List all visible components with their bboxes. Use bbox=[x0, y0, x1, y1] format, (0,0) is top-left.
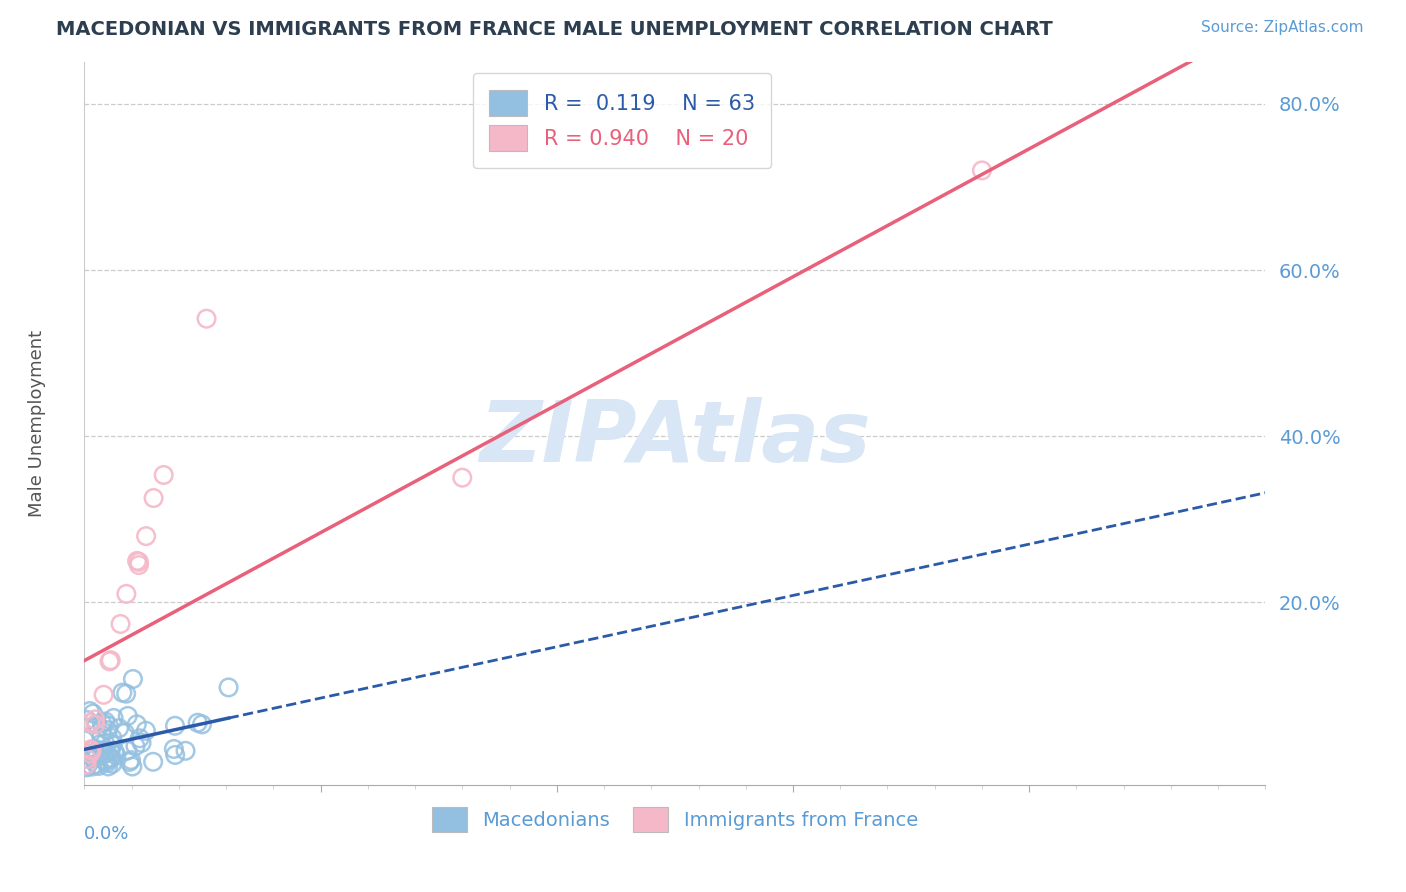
Point bbox=[75, 760, 97, 774]
Point bbox=[115, 587, 138, 601]
Point bbox=[75, 746, 97, 760]
Point bbox=[105, 748, 128, 763]
Point bbox=[142, 755, 165, 769]
Point bbox=[108, 721, 131, 735]
Point bbox=[103, 711, 125, 725]
Point bbox=[163, 742, 186, 756]
Text: 0.0%: 0.0% bbox=[84, 825, 129, 843]
Point bbox=[73, 733, 96, 747]
Point bbox=[451, 471, 474, 485]
Legend: Macedonians, Immigrants from France: Macedonians, Immigrants from France bbox=[416, 791, 934, 847]
Point bbox=[101, 738, 124, 752]
Point bbox=[82, 706, 104, 721]
Point bbox=[84, 713, 107, 727]
Point bbox=[76, 751, 98, 765]
Point bbox=[93, 688, 115, 702]
Point bbox=[125, 717, 148, 731]
Point bbox=[76, 757, 98, 772]
Point bbox=[117, 743, 139, 757]
Point bbox=[142, 491, 165, 505]
Point bbox=[131, 736, 153, 750]
Point bbox=[125, 554, 148, 568]
Point bbox=[80, 759, 103, 773]
Point bbox=[76, 752, 98, 766]
Point bbox=[86, 717, 108, 731]
Text: MACEDONIAN VS IMMIGRANTS FROM FRANCE MALE UNEMPLOYMENT CORRELATION CHART: MACEDONIAN VS IMMIGRANTS FROM FRANCE MAL… bbox=[56, 20, 1053, 38]
Text: Source: ZipAtlas.com: Source: ZipAtlas.com bbox=[1201, 20, 1364, 35]
Text: ZIPAtlas: ZIPAtlas bbox=[479, 397, 870, 480]
Point bbox=[135, 723, 157, 738]
Point bbox=[191, 717, 214, 731]
Point bbox=[98, 752, 121, 766]
Point bbox=[195, 311, 218, 326]
Point bbox=[117, 709, 139, 723]
Point bbox=[96, 754, 118, 768]
Point bbox=[101, 756, 124, 771]
Point bbox=[79, 747, 101, 761]
Point bbox=[100, 653, 122, 667]
Point bbox=[174, 744, 197, 758]
Point bbox=[165, 747, 187, 762]
Point bbox=[79, 716, 101, 731]
Point bbox=[96, 746, 118, 760]
Point bbox=[84, 717, 107, 731]
Point bbox=[80, 744, 103, 758]
Point bbox=[98, 654, 121, 668]
Point bbox=[87, 759, 110, 773]
Point bbox=[128, 731, 150, 746]
Point bbox=[100, 744, 122, 758]
Point bbox=[101, 731, 124, 745]
Point bbox=[97, 719, 120, 733]
Point bbox=[118, 755, 141, 769]
Point bbox=[218, 681, 240, 695]
Point bbox=[122, 672, 145, 686]
Point bbox=[90, 728, 112, 742]
Point bbox=[100, 751, 122, 765]
Point bbox=[187, 715, 209, 730]
Point bbox=[152, 467, 174, 482]
Point bbox=[86, 750, 108, 764]
Point bbox=[163, 719, 186, 733]
Point bbox=[93, 747, 115, 761]
Point bbox=[84, 757, 107, 772]
Point bbox=[82, 752, 104, 766]
Point bbox=[91, 743, 114, 757]
Point bbox=[121, 759, 143, 773]
Point bbox=[90, 715, 112, 730]
Point bbox=[124, 739, 146, 754]
Point bbox=[79, 704, 101, 718]
Point bbox=[91, 744, 114, 758]
Point bbox=[76, 757, 98, 772]
Point bbox=[97, 723, 120, 738]
Point bbox=[970, 163, 993, 178]
Point bbox=[79, 742, 101, 756]
Point bbox=[97, 759, 120, 773]
Point bbox=[76, 713, 98, 727]
Point bbox=[96, 756, 118, 770]
Point bbox=[111, 685, 134, 699]
Point bbox=[94, 714, 117, 729]
Point bbox=[135, 529, 157, 543]
Point bbox=[115, 687, 138, 701]
Point bbox=[83, 741, 105, 756]
Point bbox=[120, 753, 142, 767]
Point bbox=[90, 737, 112, 751]
Point bbox=[103, 744, 125, 758]
Point bbox=[128, 558, 150, 573]
Point bbox=[110, 617, 132, 632]
Text: Male Unemployment: Male Unemployment bbox=[28, 330, 46, 517]
Point bbox=[77, 757, 100, 772]
Point bbox=[114, 726, 136, 740]
Point bbox=[93, 754, 115, 768]
Point bbox=[128, 555, 150, 569]
Point bbox=[94, 736, 117, 750]
